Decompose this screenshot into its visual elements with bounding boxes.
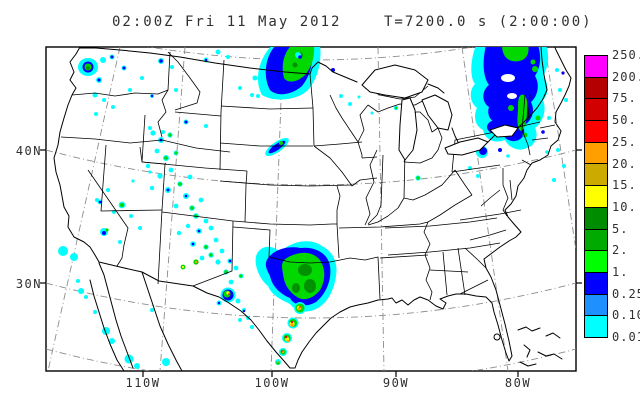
state-borders <box>60 51 556 301</box>
colorbar-label: 0.25 <box>612 286 640 301</box>
great-lakes <box>361 64 519 341</box>
colorbar-label: 0.10 <box>612 308 640 323</box>
lon-label-90w: 90W <box>382 376 410 390</box>
precip-field <box>58 47 568 369</box>
lat-label-30n: 30N <box>15 277 42 291</box>
colorbar-label: 25. <box>612 134 637 149</box>
colorbar-label: 15. <box>612 178 637 193</box>
colorbar-label: 200. <box>612 69 640 84</box>
colorbar-label: 75. <box>612 91 637 106</box>
lat-label-40n: 40N <box>15 144 42 158</box>
plot-time-title: 02:00Z Fri 11 May 2012 <box>112 14 342 30</box>
lon-label-100w: 100W <box>254 376 290 390</box>
colorbar-label: 5. <box>612 221 629 236</box>
colorbar-label: 50. <box>612 113 637 128</box>
lon-label-110w: 110W <box>125 376 161 390</box>
colorbar-label: 10. <box>612 199 637 214</box>
coastline-borders <box>53 47 572 371</box>
colorbar-label: 250. <box>612 48 640 62</box>
colorbar-label: 1. <box>612 265 629 279</box>
colorbar-box <box>584 315 608 338</box>
axis-ticks <box>40 149 582 377</box>
colorbar-label: 2. <box>612 243 629 258</box>
colorbar-label: 20. <box>612 156 637 171</box>
lake-okeechobee <box>493 333 501 341</box>
colorbar-label: 0.01 <box>612 330 640 345</box>
precip-colorbar: 250. 200. 75. 50. 25. 20. 15. 10. 5. 2. 1. 0.25 0.10… <box>584 48 640 344</box>
lon-label-80w: 80W <box>504 376 532 390</box>
plot-elapsed-title: T=7200.0 s (2:00:00) <box>384 14 593 30</box>
